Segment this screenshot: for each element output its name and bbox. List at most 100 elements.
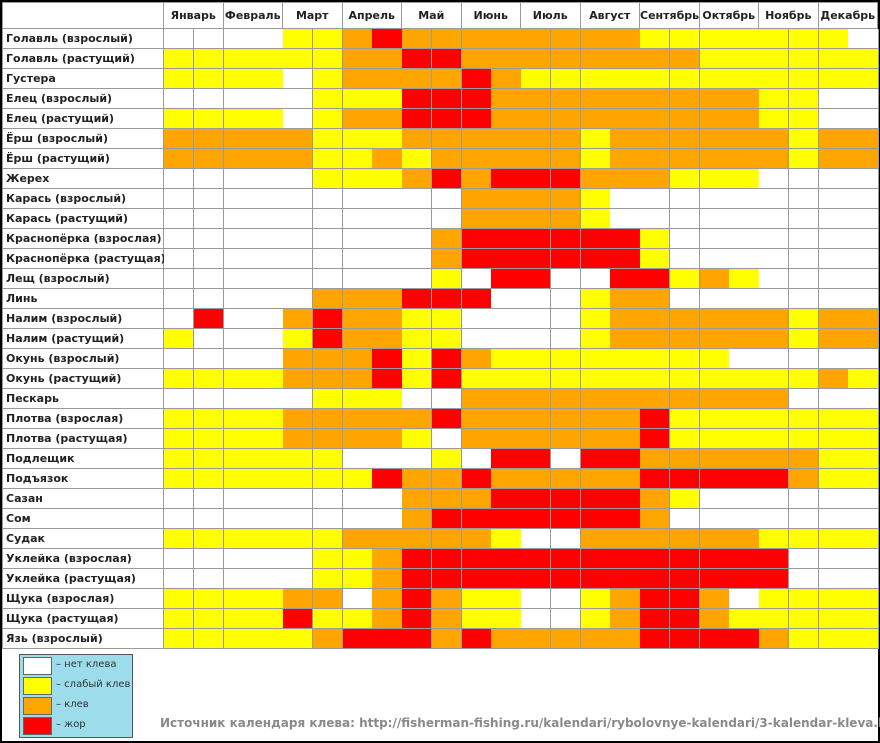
heatmap-cell <box>818 569 849 589</box>
heatmap-cell <box>164 529 195 549</box>
month-header: Август <box>580 2 640 29</box>
heatmap-cell <box>848 209 879 229</box>
heatmap-cell <box>788 529 819 549</box>
heatmap-cell <box>431 89 462 109</box>
fish-label: Сом <box>2 509 164 529</box>
heatmap-cell <box>253 409 284 429</box>
heatmap-cell <box>431 609 462 629</box>
heatmap-cell <box>759 129 790 149</box>
heatmap-cell <box>729 249 760 269</box>
heatmap-cell <box>580 529 611 549</box>
heatmap-cell <box>253 269 284 289</box>
heatmap-cell <box>491 169 522 189</box>
heatmap-cell <box>491 69 522 89</box>
heatmap-cell <box>491 29 522 49</box>
fish-label: Краснопёрка (взрослая) <box>2 229 164 249</box>
heatmap-cell <box>818 369 849 389</box>
heatmap-cell <box>283 169 314 189</box>
heatmap-cell <box>461 89 492 109</box>
heatmap-cell <box>699 349 730 369</box>
heatmap-cell <box>759 589 790 609</box>
heatmap-cell <box>729 229 760 249</box>
heatmap-cell <box>223 449 254 469</box>
heatmap-cell <box>164 429 195 449</box>
heatmap-cell <box>788 309 819 329</box>
heatmap-cell <box>342 549 373 569</box>
heatmap-cell <box>580 629 611 649</box>
heatmap-cell <box>402 289 433 309</box>
heatmap-cell <box>193 469 224 489</box>
fish-label: Жерех <box>2 169 164 189</box>
heatmap-cell <box>699 189 730 209</box>
heatmap-cell <box>699 529 730 549</box>
heatmap-cell <box>402 29 433 49</box>
heatmap-cell <box>431 129 462 149</box>
heatmap-cell <box>580 369 611 389</box>
fish-label: Налим (взрослый) <box>2 309 164 329</box>
heatmap-cell <box>550 309 581 329</box>
heatmap-cell <box>431 209 462 229</box>
heatmap-cell <box>461 469 492 489</box>
heatmap-cell <box>431 69 462 89</box>
heatmap-cell <box>312 629 343 649</box>
heatmap-cell <box>491 389 522 409</box>
heatmap-cell <box>402 489 433 509</box>
fish-label: Карась (растущий) <box>2 209 164 229</box>
heatmap-cell <box>372 289 403 309</box>
heatmap-cell <box>521 309 552 329</box>
heatmap-cell <box>818 389 849 409</box>
heatmap-cell <box>342 389 373 409</box>
heatmap-cell <box>461 229 492 249</box>
heatmap-cell <box>848 529 879 549</box>
heatmap-cell <box>699 69 730 89</box>
heatmap-cell <box>729 609 760 629</box>
heatmap-cell <box>283 309 314 329</box>
heatmap-cell <box>699 269 730 289</box>
heatmap-cell <box>312 409 343 429</box>
heatmap-cell <box>342 209 373 229</box>
heatmap-cell <box>342 129 373 149</box>
heatmap-cell <box>669 529 700 549</box>
heatmap-cell <box>164 629 195 649</box>
heatmap-cell <box>491 329 522 349</box>
heatmap-cell <box>491 269 522 289</box>
heatmap-cell <box>729 509 760 529</box>
heatmap-cell <box>253 149 284 169</box>
heatmap-cell <box>818 49 849 69</box>
heatmap-cell <box>848 169 879 189</box>
heatmap-cell <box>818 409 849 429</box>
heatmap-cell <box>729 49 760 69</box>
heatmap-cell <box>372 549 403 569</box>
month-header: Июнь <box>461 2 521 29</box>
heatmap-cell <box>402 229 433 249</box>
heatmap-cell <box>491 289 522 309</box>
heatmap-cell <box>193 49 224 69</box>
heatmap-cell <box>848 349 879 369</box>
heatmap-cell <box>164 329 195 349</box>
heatmap-cell <box>610 589 641 609</box>
heatmap-cell <box>788 209 819 229</box>
heatmap-cell <box>610 69 641 89</box>
heatmap-cell <box>640 109 671 129</box>
heatmap-cell <box>669 629 700 649</box>
heatmap-cell <box>580 429 611 449</box>
heatmap-cell <box>312 69 343 89</box>
heatmap-cell <box>848 69 879 89</box>
heatmap-cell <box>550 469 581 489</box>
heatmap-cell <box>759 489 790 509</box>
heatmap-cell <box>610 529 641 549</box>
heatmap-cell <box>788 509 819 529</box>
heatmap-cell <box>193 189 224 209</box>
heatmap-cell <box>550 409 581 429</box>
legend-item: – жор <box>20 716 132 736</box>
heatmap-cell <box>759 469 790 489</box>
heatmap-cell <box>342 569 373 589</box>
heatmap-cell <box>342 249 373 269</box>
heatmap-cell <box>372 629 403 649</box>
heatmap-cell <box>253 389 284 409</box>
heatmap-cell <box>342 629 373 649</box>
heatmap-cell <box>669 229 700 249</box>
heatmap-cell <box>223 69 254 89</box>
heatmap-cell <box>848 249 879 269</box>
heatmap-cell <box>312 289 343 309</box>
